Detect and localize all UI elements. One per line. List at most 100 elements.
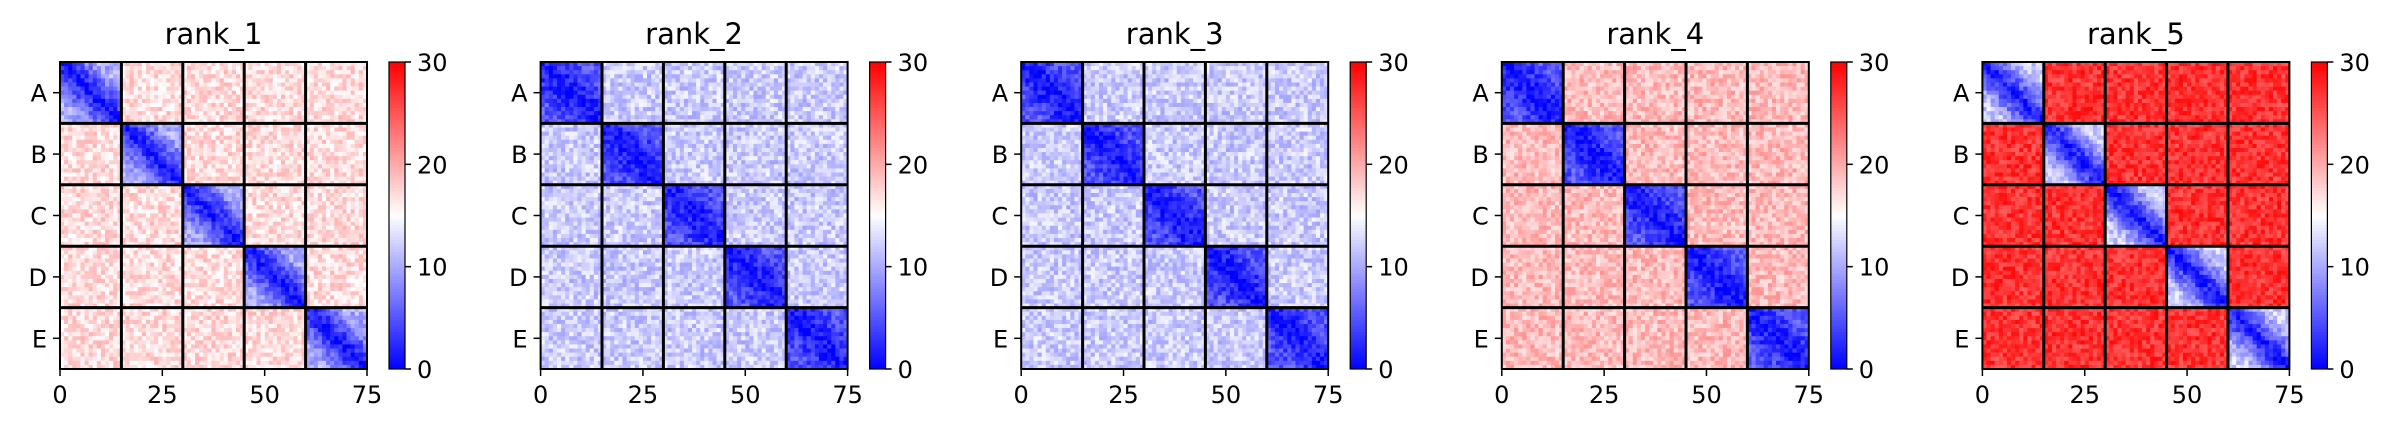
heatmap-cell bbox=[272, 201, 278, 206]
heatmap-cell bbox=[64, 139, 69, 145]
heatmap-cell bbox=[125, 233, 130, 239]
heatmap-cell bbox=[174, 119, 180, 124]
heatmap-cell bbox=[182, 311, 188, 317]
heatmap-cell bbox=[60, 62, 65, 67]
heatmap-cell bbox=[109, 156, 114, 161]
heatmap-cell bbox=[80, 123, 85, 128]
heatmap-cell bbox=[330, 66, 335, 71]
heatmap-cell bbox=[330, 147, 335, 153]
heatmap-cell bbox=[244, 192, 249, 198]
heatmap-cell bbox=[334, 225, 339, 231]
heatmap-cell bbox=[88, 180, 94, 186]
heatmap-cell bbox=[244, 250, 249, 255]
heatmap-cell bbox=[133, 332, 139, 337]
heatmap-cell bbox=[301, 270, 306, 276]
heatmap-cell bbox=[76, 160, 81, 165]
heatmap-cell bbox=[305, 274, 311, 280]
heatmap-cell bbox=[92, 94, 98, 100]
heatmap-cell bbox=[186, 152, 192, 157]
heatmap-cell bbox=[96, 319, 102, 325]
heatmap-cell bbox=[268, 311, 274, 317]
heatmap-cell bbox=[129, 213, 135, 218]
heatmap-cell bbox=[252, 111, 257, 116]
heatmap-cell bbox=[141, 62, 147, 67]
heatmap-cell bbox=[60, 323, 65, 329]
heatmap-cell bbox=[141, 164, 147, 169]
heatmap-cell bbox=[64, 119, 69, 124]
heatmap-cell bbox=[211, 246, 216, 251]
heatmap-cell bbox=[117, 115, 122, 120]
heatmap-cell bbox=[334, 270, 339, 276]
heatmap-cell bbox=[350, 115, 356, 120]
heatmap-cell bbox=[162, 246, 167, 251]
heatmap-cell bbox=[334, 291, 339, 296]
heatmap-cell bbox=[354, 143, 360, 149]
heatmap-cell bbox=[182, 102, 188, 108]
heatmap-cell bbox=[60, 176, 65, 182]
heatmap-cell bbox=[141, 94, 147, 100]
heatmap-cell bbox=[293, 107, 298, 112]
heatmap-cell bbox=[113, 205, 118, 210]
heatmap-cell bbox=[256, 319, 261, 325]
heatmap-cell bbox=[88, 258, 94, 263]
heatmap-cell bbox=[276, 238, 282, 243]
heatmap-cell bbox=[121, 266, 126, 272]
heatmap-cell bbox=[117, 238, 122, 243]
heatmap-cell bbox=[244, 254, 249, 259]
heatmap-cell bbox=[215, 62, 220, 67]
heatmap-cell bbox=[141, 139, 147, 145]
heatmap-cell bbox=[133, 192, 139, 198]
heatmap-cell bbox=[330, 266, 335, 272]
heatmap-cell bbox=[109, 315, 114, 321]
heatmap-cell bbox=[145, 197, 151, 202]
heatmap-cell bbox=[362, 143, 368, 149]
heatmap-cell bbox=[170, 78, 175, 83]
heatmap-cell bbox=[186, 295, 192, 300]
heatmap-cell bbox=[100, 197, 106, 202]
heatmap-cell bbox=[248, 250, 253, 255]
heatmap-cell bbox=[289, 254, 294, 259]
heatmap-cell bbox=[346, 98, 351, 104]
heatmap-cell bbox=[248, 70, 253, 75]
heatmap-cell bbox=[174, 205, 180, 210]
heatmap-cell bbox=[305, 82, 311, 87]
heatmap-cell bbox=[125, 176, 130, 182]
heatmap-cell bbox=[260, 250, 266, 255]
heatmap-cell bbox=[76, 135, 81, 141]
heatmap-cell bbox=[145, 319, 151, 325]
heatmap-cell bbox=[317, 152, 323, 157]
heatmap-cell bbox=[141, 332, 147, 337]
heatmap-cell bbox=[338, 209, 343, 214]
heatmap-cell bbox=[293, 168, 298, 173]
heatmap-cell bbox=[207, 307, 212, 313]
heatmap-cell bbox=[358, 209, 364, 214]
heatmap-cell bbox=[92, 135, 98, 141]
heatmap-cell bbox=[321, 221, 327, 227]
heatmap-cell bbox=[285, 90, 290, 96]
heatmap-cell bbox=[105, 278, 110, 284]
heatmap-cell bbox=[166, 156, 171, 161]
heatmap-cell bbox=[158, 62, 163, 67]
heatmap-cell bbox=[358, 131, 364, 137]
heatmap-cell bbox=[252, 131, 257, 137]
heatmap-cell bbox=[346, 90, 351, 96]
heatmap-cell bbox=[252, 156, 257, 161]
heatmap-cell bbox=[158, 86, 163, 91]
heatmap-cell bbox=[195, 246, 200, 251]
heatmap-cell bbox=[166, 78, 171, 83]
heatmap-cell bbox=[117, 66, 122, 71]
heatmap-cell bbox=[321, 197, 327, 202]
heatmap-cell bbox=[92, 258, 98, 263]
heatmap-cell bbox=[326, 164, 331, 169]
heatmap-cell bbox=[145, 86, 151, 91]
heatmap-cell bbox=[96, 328, 102, 333]
heatmap-cell bbox=[211, 123, 216, 128]
heatmap-cell bbox=[227, 229, 233, 235]
heatmap-cell bbox=[190, 258, 196, 263]
heatmap-cell bbox=[141, 291, 147, 296]
heatmap-cell bbox=[244, 295, 249, 300]
heatmap-cell bbox=[190, 229, 196, 235]
heatmap-cell bbox=[60, 233, 65, 239]
heatmap-cell bbox=[244, 307, 249, 313]
heatmap-cell bbox=[264, 107, 270, 112]
